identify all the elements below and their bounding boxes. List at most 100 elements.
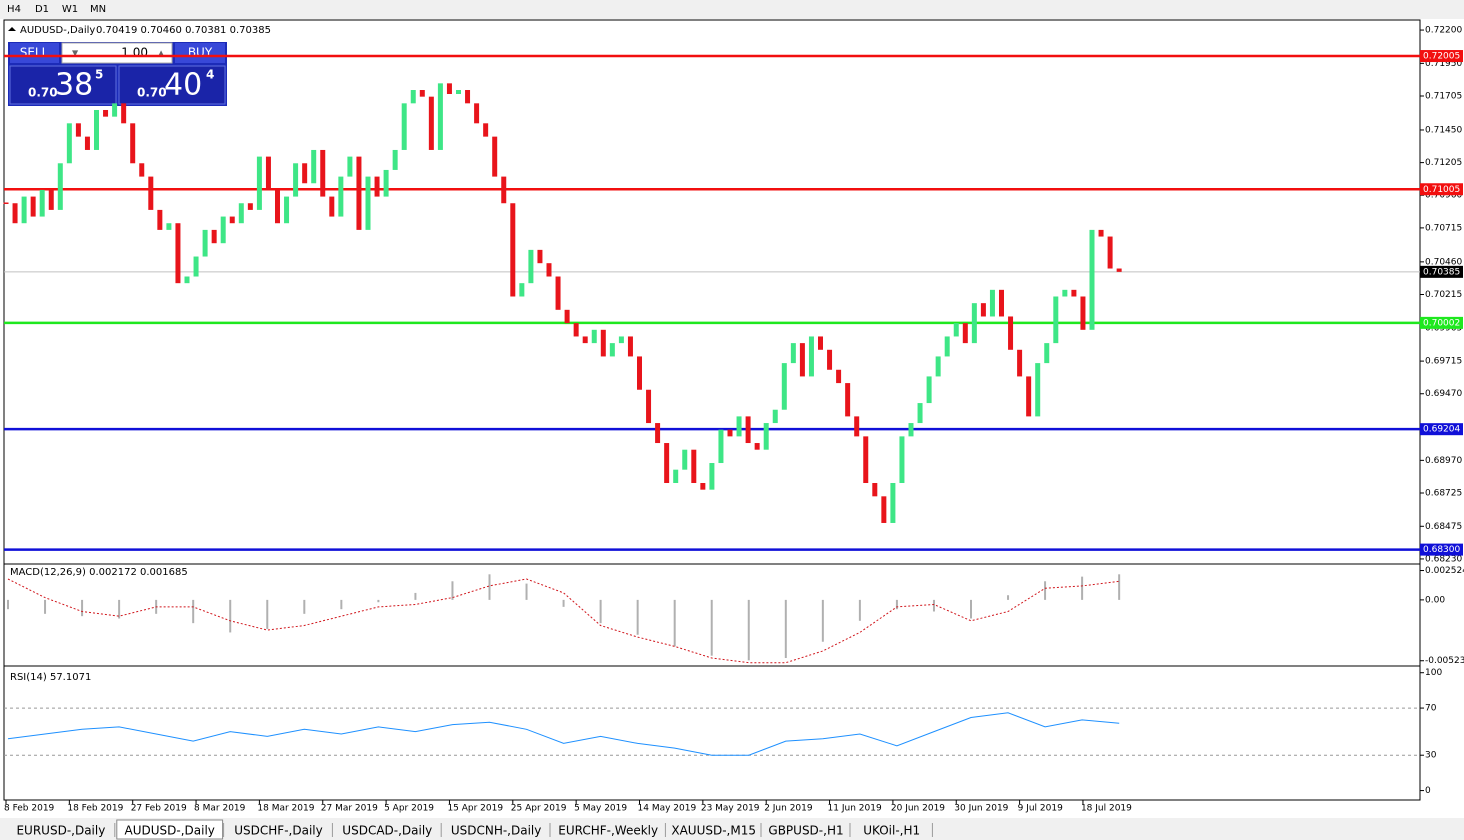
candle <box>519 283 525 297</box>
candle <box>157 209 163 230</box>
candle <box>247 203 253 210</box>
timeframe-button[interactable]: D1 <box>35 4 49 15</box>
candle <box>763 423 769 450</box>
timeframe-button[interactable]: W1 <box>62 4 78 15</box>
tab[interactable] <box>443 820 549 839</box>
candle <box>1080 296 1086 330</box>
trade-panel: SELL ▼ ▲ 1.00 BUY 0.70 38 5 0.70 40 4 <box>8 42 227 106</box>
candle <box>57 163 63 210</box>
candle <box>365 176 371 230</box>
candle <box>175 223 181 284</box>
x-tick-label: 23 May 2019 <box>701 804 760 814</box>
timeframe-button[interactable]: H4 <box>7 4 21 15</box>
buy-button[interactable] <box>175 43 225 63</box>
x-tick-label: 20 Jun 2019 <box>891 804 945 814</box>
candle <box>799 343 805 377</box>
candle <box>374 176 380 197</box>
candle <box>338 176 344 217</box>
x-tick-label: 5 Apr 2019 <box>384 804 434 814</box>
candle <box>428 96 434 150</box>
tab-label: EURUSD-,Daily <box>16 824 105 838</box>
candle <box>808 336 814 377</box>
candle <box>329 196 335 217</box>
level-tag <box>1420 423 1463 436</box>
candle <box>284 196 290 224</box>
current-price-label: 0.70385 <box>1423 267 1460 277</box>
candle <box>1035 363 1041 417</box>
timeframe-button[interactable]: MN <box>90 4 106 15</box>
candle <box>84 136 90 150</box>
candle <box>139 163 145 177</box>
buy-label: BUY <box>188 46 213 60</box>
tab[interactable] <box>667 820 760 839</box>
ohlc-text: 0.70419 0.70460 0.70381 0.70385 <box>96 25 271 36</box>
y-tick-label: 0.00 <box>1425 595 1445 605</box>
candle <box>166 223 172 230</box>
candle <box>899 436 905 484</box>
x-tick-label: 8 Feb 2019 <box>4 804 55 814</box>
candle <box>75 123 81 137</box>
candle <box>193 256 199 277</box>
candle <box>465 90 471 104</box>
spin-down[interactable]: ▼ <box>72 49 79 58</box>
tab[interactable] <box>334 820 441 839</box>
candle <box>419 90 425 97</box>
y-tick-label: 100 <box>1425 668 1442 678</box>
tab-label: USDCAD-,Daily <box>342 824 432 838</box>
candle <box>383 169 389 197</box>
sell-button[interactable] <box>10 43 59 63</box>
candle <box>1062 289 1068 297</box>
candle <box>718 429 724 464</box>
rsi-title: RSI(14) 57.1071 <box>10 672 91 683</box>
y-tick-label: 0.70215 <box>1425 290 1462 300</box>
y-tick-label: 0.71705 <box>1425 92 1462 102</box>
y-tick-label: 0.71450 <box>1425 125 1462 135</box>
level-label: 0.69204 <box>1423 425 1460 435</box>
buy-pips: 40 <box>164 68 202 103</box>
tab[interactable] <box>8 820 114 839</box>
macd-signal <box>7 578 1120 664</box>
toolbar <box>0 0 1464 19</box>
level-label: 0.72005 <box>1423 52 1460 62</box>
candle <box>30 196 36 217</box>
collapse-icon[interactable] <box>8 27 16 31</box>
buy-price-box[interactable] <box>118 65 226 105</box>
y-tick-label: 0.71950 <box>1425 59 1462 69</box>
tab[interactable] <box>116 819 224 840</box>
tab[interactable] <box>552 820 665 839</box>
y-tick-label: 30 <box>1425 751 1437 761</box>
rsi-line <box>7 712 1120 756</box>
x-tick-label: 27 Feb 2019 <box>131 804 187 814</box>
chart-title: AUDUSD-,Daily <box>20 25 95 36</box>
spin-up[interactable]: ▲ <box>158 49 165 58</box>
candle <box>655 423 661 444</box>
current-price-tag <box>1420 265 1463 278</box>
candle <box>437 83 443 150</box>
x-tick-label: 15 Apr 2019 <box>447 804 503 814</box>
tab-label: XAUUSD-,M15 <box>671 824 756 838</box>
candle <box>646 389 652 424</box>
tab[interactable] <box>852 820 932 839</box>
candle <box>818 336 823 350</box>
candle <box>627 336 633 357</box>
candle <box>962 323 968 344</box>
lot-input[interactable] <box>61 42 173 64</box>
candle <box>501 176 507 204</box>
y-tick-label: 0 <box>1425 786 1431 796</box>
candle <box>618 336 624 344</box>
candle <box>971 303 977 344</box>
candle <box>980 303 986 317</box>
candle <box>302 163 308 184</box>
tab[interactable] <box>225 820 332 839</box>
candle <box>392 149 398 170</box>
candle <box>664 443 670 484</box>
candle <box>872 483 878 497</box>
lot-value: 1.00 <box>121 46 148 60</box>
sell-price-box[interactable] <box>9 65 117 105</box>
candle <box>229 216 235 224</box>
candle <box>781 363 787 410</box>
tab[interactable] <box>763 820 849 839</box>
candle <box>700 483 706 490</box>
x-tick-label: 2 Jun 2019 <box>764 804 813 814</box>
